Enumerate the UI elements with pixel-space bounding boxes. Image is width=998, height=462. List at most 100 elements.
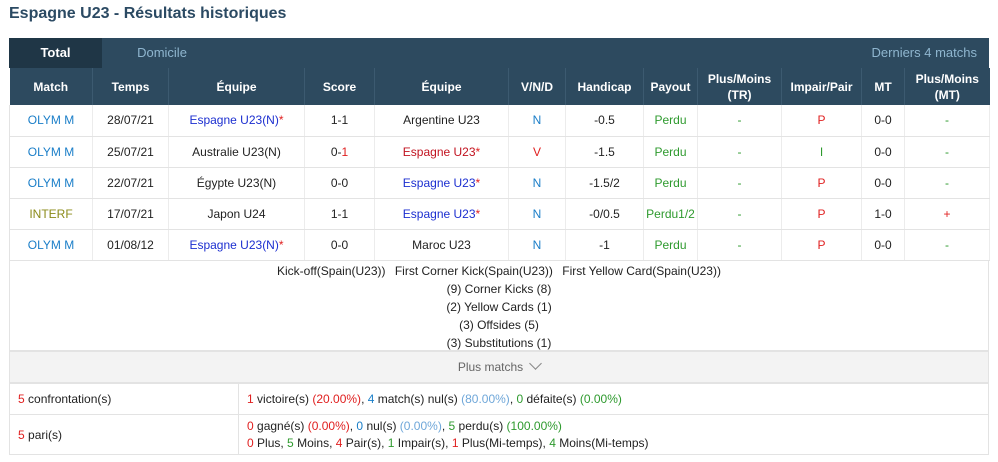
- first-corner-label: First Corner Kick(Spain(U23)): [394, 264, 553, 278]
- summary-table: 5 confrontation(s) 1 victoire(s) (20.00%…: [9, 383, 989, 455]
- header-plusmoins-tr-line2: (TR): [727, 87, 752, 102]
- score-separator: -: [337, 113, 342, 128]
- plusmoins-mt-value: -: [904, 167, 990, 199]
- moins-label: Moins,: [293, 435, 336, 450]
- impair-count: 1: [387, 435, 395, 450]
- score-away: 1: [341, 144, 349, 159]
- score-cell: 0-0: [304, 229, 375, 261]
- score-separator: -: [337, 206, 342, 221]
- match-type-link[interactable]: OLYM M: [9, 136, 93, 168]
- payout-value: Perdu: [643, 105, 698, 137]
- score-home: 0: [330, 144, 338, 159]
- away-team[interactable]: Argentine U23: [403, 113, 480, 128]
- home-team[interactable]: Espagne U23: [189, 113, 263, 128]
- match-date: 28/07/21: [92, 105, 169, 137]
- perdu-count: 5: [448, 418, 456, 433]
- neutral-marker: (N): [259, 175, 277, 190]
- mt-score: 0-0: [861, 105, 905, 137]
- plusmoins-tr-value: -: [697, 198, 782, 230]
- star-marker: *: [475, 175, 481, 190]
- match-date: 22/07/21: [92, 167, 169, 199]
- offsides-stat: (3) Offsides (5): [459, 318, 539, 332]
- home-team-cell[interactable]: Espagne U23(N)*: [168, 105, 305, 137]
- match-type-link[interactable]: INTERF: [9, 198, 93, 230]
- plus-label: Plus,: [253, 435, 288, 450]
- score-home: 1: [330, 206, 338, 221]
- nuls-pct: (80.00%): [461, 392, 510, 406]
- plusmoins-mt-value: -: [904, 229, 990, 261]
- tab-derniers-matchs[interactable]: Derniers 4 matchs: [871, 45, 977, 60]
- tab-total[interactable]: Total: [9, 38, 102, 68]
- victoires-pct: (20.00%): [312, 392, 362, 406]
- nuls-label: match(s) nul(s): [374, 392, 462, 406]
- match-date: 25/07/21: [92, 136, 169, 168]
- pair-label: Pair(s),: [342, 435, 388, 450]
- impair-pair-value: P: [781, 198, 862, 230]
- confrontation-label: confrontation(s): [24, 392, 112, 406]
- star-marker: *: [475, 206, 481, 221]
- tab-domicile[interactable]: Domicile: [137, 45, 187, 60]
- neutral-marker: (N): [262, 113, 279, 128]
- away-team-cell[interactable]: Espagne U23*: [374, 167, 509, 199]
- gagne-count: 0: [247, 418, 254, 433]
- header-equipe-away: Équipe: [374, 68, 509, 105]
- home-team[interactable]: Australie U23: [192, 144, 265, 159]
- match-date: 17/07/21: [92, 198, 169, 230]
- impair-pair-value: P: [781, 229, 862, 261]
- away-team-cell[interactable]: Espagne U23*: [374, 198, 509, 230]
- score-cell: 0-0: [304, 167, 375, 199]
- table-row: INTERF 17/07/21 Japon U24 1-1 Espagne U2…: [9, 198, 990, 230]
- star-marker: *: [475, 144, 481, 159]
- defaites-count: 0: [516, 392, 524, 406]
- match-type-link[interactable]: OLYM M: [9, 229, 93, 261]
- away-team[interactable]: Espagne U23: [402, 206, 476, 221]
- paris-label: pari(s): [24, 427, 63, 442]
- table-row: OLYM M 22/07/21 Égypte U23(N) 0-0 Espagn…: [9, 167, 990, 199]
- score-separator: -: [337, 175, 342, 190]
- home-team-cell[interactable]: Japon U24: [168, 198, 305, 230]
- home-team-cell[interactable]: Espagne U23(N)*: [168, 229, 305, 261]
- plus-matchs-button[interactable]: Plus matchs: [9, 351, 989, 383]
- star-marker: *: [278, 113, 284, 128]
- match-type-link[interactable]: OLYM M: [9, 105, 93, 137]
- defaites-pct: (0.00%): [579, 392, 622, 406]
- score-cell: 1-1: [304, 198, 375, 230]
- nul-count: 0: [356, 418, 364, 433]
- plus-mt-count: 1: [451, 435, 459, 450]
- moins-count: 5: [287, 435, 294, 450]
- perdu-label: perdu(s): [455, 418, 507, 433]
- paris-outcome-line: 0 gagné(s) (0.00%), 0 nul(s) (0.00%), 5 …: [247, 418, 980, 435]
- confrontation-detail: 1 victoire(s) (20.00%), 4 match(s) nul(s…: [238, 383, 989, 415]
- moins-mt-label: Moins(Mi-temps): [555, 435, 649, 450]
- score-home: 0: [330, 175, 338, 190]
- neutral-marker: (N): [264, 144, 281, 159]
- neutral-marker: (N): [262, 237, 279, 252]
- home-team-cell[interactable]: Australie U23(N): [168, 136, 305, 168]
- victoires-label: victoire(s): [253, 392, 313, 406]
- plusmoins-mt-value: -: [904, 136, 990, 168]
- away-team[interactable]: Espagne U23: [402, 175, 476, 190]
- handicap-value: -1.5: [565, 136, 644, 168]
- away-team-cell[interactable]: Espagne U23*: [374, 136, 509, 168]
- plusmoins-tr-value: -: [697, 105, 782, 137]
- home-team-cell[interactable]: Égypte U23(N): [168, 167, 305, 199]
- home-team[interactable]: Égypte U23: [196, 175, 260, 190]
- corner-kicks-stat: (9) Corner Kicks (8): [446, 282, 552, 296]
- away-team-cell[interactable]: Argentine U23: [374, 105, 509, 137]
- away-team[interactable]: Maroc U23: [412, 237, 471, 252]
- away-team-cell[interactable]: Maroc U23: [374, 229, 509, 261]
- handicap-value: -1.5/2: [565, 167, 644, 199]
- confrontation-row: 5 confrontation(s) 1 victoire(s) (20.00%…: [9, 383, 989, 415]
- separator: ,: [349, 418, 357, 433]
- score-home: 1: [330, 113, 338, 128]
- header-payout: Payout: [643, 68, 698, 105]
- yellow-cards-stat: (2) Yellow Cards (1): [446, 300, 552, 314]
- mt-score: 0-0: [861, 167, 905, 199]
- away-team[interactable]: Espagne U23: [402, 144, 476, 159]
- defaites-label: défaite(s): [523, 392, 580, 406]
- plusmoins-tr-value: -: [697, 229, 782, 261]
- home-team[interactable]: Espagne U23: [189, 237, 263, 252]
- home-team[interactable]: Japon U24: [207, 206, 266, 221]
- match-type-link[interactable]: OLYM M: [9, 167, 93, 199]
- results-table: Match Temps Équipe Score Équipe V/N/D Ha…: [9, 68, 990, 261]
